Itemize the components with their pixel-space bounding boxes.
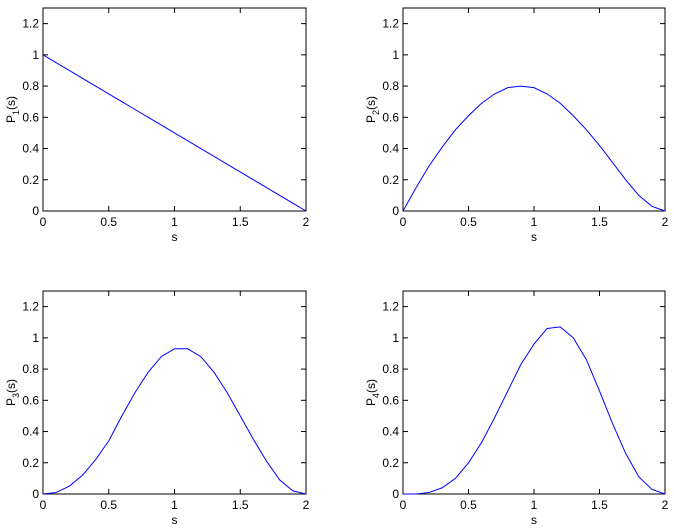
y-axis-label-part: 3 [11, 393, 21, 398]
y-axis-label-part: (s) [364, 96, 378, 110]
y-axis-label-part: P [4, 115, 18, 123]
y-tick-label: 1 [32, 48, 39, 62]
y-tick-label: 1 [32, 331, 39, 345]
y-axis-label: P4(s) [364, 379, 381, 406]
y-tick-label: 0.6 [382, 393, 399, 407]
y-axis-label-part: P [364, 115, 378, 123]
y-axis-label-part: P [4, 398, 18, 406]
y-tick-label: 0.8 [382, 362, 399, 376]
y-tick-label: 0.2 [22, 456, 39, 470]
x-tick-label: 1 [171, 215, 178, 229]
subplot: 0 0.5 1 1.5 2 0 0.2 0.4 0.6 0.8 1 1.2 s P3(s) [4, 290, 310, 527]
y-tick-label: 0.4 [382, 142, 399, 156]
x-tick-label: 2 [662, 498, 669, 512]
axes-box [402, 7, 666, 212]
axes-box [42, 7, 307, 212]
x-axis-label: s [172, 230, 178, 244]
x-tick-label: 2 [662, 215, 669, 229]
x-tick-label: 0.5 [460, 498, 477, 512]
y-tick-label: 0.4 [22, 425, 39, 439]
data-line [403, 326, 666, 495]
axes-box [402, 290, 666, 495]
y-tick-label: 0.8 [22, 362, 39, 376]
y-axis-label: P2(s) [364, 96, 381, 123]
y-axis-label-part: P [364, 398, 378, 406]
axes-box [42, 290, 307, 495]
data-line [42, 54, 307, 212]
x-tick-label: 1.5 [232, 215, 249, 229]
y-axis-label-part: (s) [4, 379, 18, 393]
x-tick-label: 1.5 [591, 215, 608, 229]
x-tick-label: 0 [40, 498, 47, 512]
y-axis-label-part: (s) [4, 96, 18, 110]
x-axis-label: s [172, 513, 178, 527]
y-tick-label: 1.2 [382, 17, 399, 31]
y-tick-label: 0.6 [382, 110, 399, 124]
y-tick-label: 0.2 [382, 456, 399, 470]
y-tick-label: 0.2 [382, 173, 399, 187]
x-axis-label: s [531, 513, 537, 527]
subplot: 0 0.5 1 1.5 2 0 0.2 0.4 0.6 0.8 1 1.2 s P4(s) [364, 290, 669, 527]
y-tick-label: 1.2 [22, 300, 39, 314]
y-tick-label: 0.2 [22, 173, 39, 187]
x-axis-label: s [531, 230, 537, 244]
y-tick-label: 1.2 [382, 300, 399, 314]
y-tick-label: 1.2 [22, 17, 39, 31]
x-tick-label: 0.5 [100, 215, 117, 229]
x-tick-label: 1 [171, 498, 178, 512]
y-tick-label: 1 [392, 48, 399, 62]
x-tick-label: 1.5 [232, 498, 249, 512]
y-tick-label: 0 [392, 487, 399, 501]
x-tick-label: 0 [400, 215, 407, 229]
y-tick-label: 0.4 [382, 425, 399, 439]
y-tick-label: 0 [32, 487, 39, 501]
x-tick-label: 0 [40, 215, 47, 229]
y-axis-label-part: 4 [371, 393, 381, 398]
x-tick-label: 1.5 [591, 498, 608, 512]
y-tick-label: 0.8 [382, 79, 399, 93]
y-tick-label: 0.6 [22, 110, 39, 124]
y-tick-label: 1 [392, 331, 399, 345]
x-tick-label: 1 [531, 215, 538, 229]
x-tick-label: 2 [303, 215, 310, 229]
x-tick-label: 0 [400, 498, 407, 512]
x-tick-label: 2 [303, 498, 310, 512]
x-tick-label: 1 [531, 498, 538, 512]
y-axis-label-part: 2 [371, 110, 381, 115]
y-axis-label: P1(s) [4, 96, 21, 123]
y-tick-label: 0 [32, 204, 39, 218]
x-tick-label: 0.5 [460, 215, 477, 229]
x-tick-label: 0.5 [100, 498, 117, 512]
y-axis-label-part: 1 [11, 110, 21, 115]
y-tick-label: 0 [392, 204, 399, 218]
y-axis-label: P3(s) [4, 379, 21, 406]
y-tick-label: 0.8 [22, 79, 39, 93]
data-line [42, 348, 307, 495]
data-line [402, 85, 666, 212]
y-tick-label: 0.4 [22, 142, 39, 156]
y-axis-label-part: (s) [364, 379, 378, 393]
y-tick-label: 0.6 [22, 393, 39, 407]
